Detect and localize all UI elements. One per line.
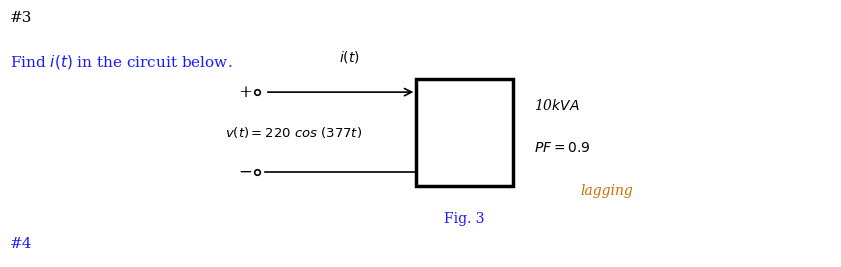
- Text: lagging: lagging: [580, 184, 633, 198]
- Text: 10$kVA$: 10$kVA$: [534, 98, 579, 113]
- Text: $PF = 0.9$: $PF = 0.9$: [534, 141, 590, 155]
- Text: Find $i(t)$ in the circuit below.: Find $i(t)$ in the circuit below.: [10, 53, 232, 71]
- Text: −: −: [238, 164, 251, 181]
- Bar: [416, 79, 513, 186]
- Text: +: +: [238, 84, 251, 101]
- Text: $v(t) = 220$ $cos$ $(377t)$: $v(t) = 220$ $cos$ $(377t)$: [225, 125, 362, 140]
- Text: $i(t)$: $i(t)$: [339, 49, 359, 65]
- Text: #4: #4: [10, 237, 33, 251]
- Text: #3: #3: [10, 11, 33, 25]
- Text: Fig. 3: Fig. 3: [444, 212, 485, 226]
